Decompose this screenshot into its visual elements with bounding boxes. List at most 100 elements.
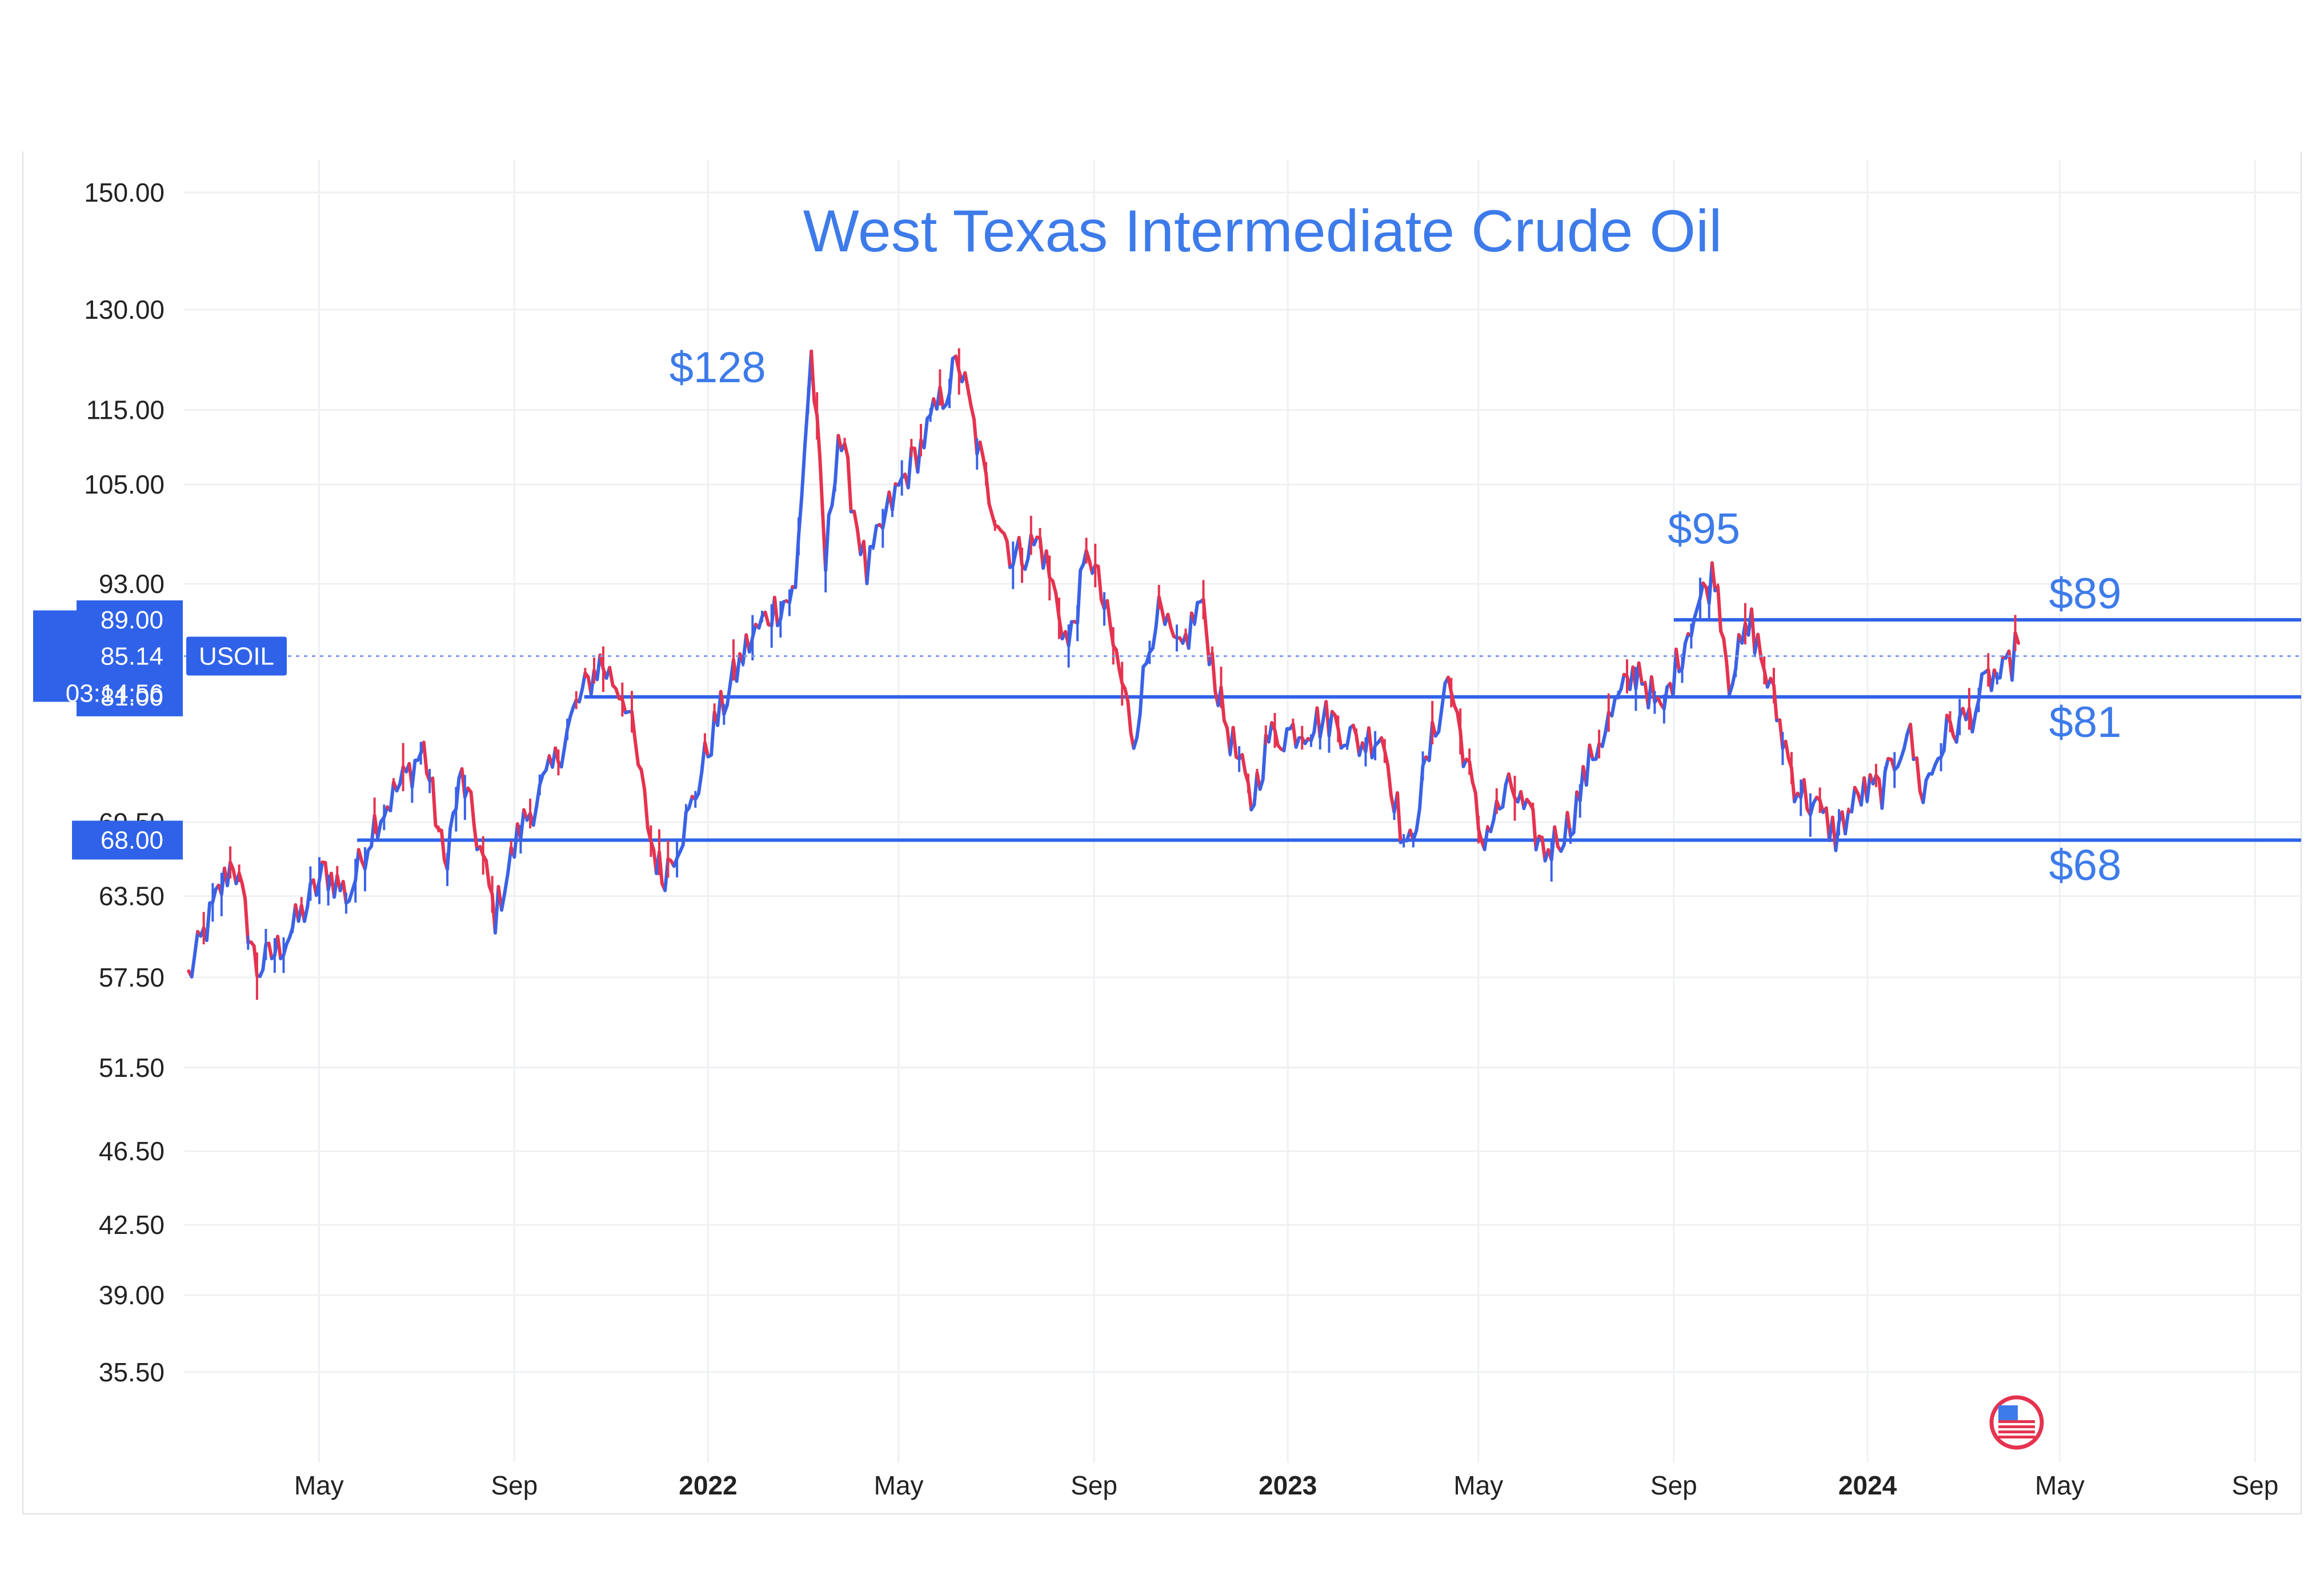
x-tick-label: Sep — [1071, 1470, 1117, 1500]
price-segment — [1489, 818, 1496, 833]
price-segment — [243, 896, 250, 944]
price-segment — [1756, 632, 1763, 661]
price-segment — [1204, 630, 1211, 667]
price-segment — [1386, 764, 1393, 798]
x-tick-label: May — [294, 1470, 344, 1500]
price-segment — [448, 811, 455, 831]
price-segment — [922, 416, 929, 450]
price-segment — [1135, 712, 1142, 740]
price-segment — [1282, 727, 1289, 753]
flag-stripe — [1998, 1420, 2035, 1423]
y-tick-label: 130.00 — [84, 295, 165, 324]
price-badge-tab — [33, 610, 79, 702]
price-segment — [1942, 714, 1949, 752]
symbol-badge — [186, 636, 287, 676]
price-segment — [1865, 773, 1872, 803]
price-segment — [356, 848, 364, 863]
price-segment — [1440, 682, 1447, 710]
price-segment — [1166, 612, 1173, 630]
x-tick-label: 2022 — [679, 1470, 737, 1500]
y-tick-label: 93.00 — [99, 569, 165, 599]
price-segment — [1482, 825, 1489, 851]
chart-title: West Texas Intermediate Crude Oil — [803, 198, 1722, 265]
price-segment — [1151, 625, 1158, 650]
price-segment — [1192, 600, 1200, 625]
price-segment — [1501, 783, 1508, 809]
price-segment — [1396, 791, 1403, 844]
price-segment — [1240, 753, 1247, 775]
y-axis: 150.00130.00115.00105.0093.0069.5063.505… — [84, 178, 165, 1387]
price-segment — [1802, 778, 1809, 811]
price-segment — [1722, 636, 1729, 663]
price-segment — [1784, 739, 1790, 760]
price-segment — [1600, 730, 1608, 748]
price-segment — [810, 349, 816, 403]
x-axis: May Sep 2022 May Sep 2023 May Sep 2024 May Sep — [294, 1470, 2278, 1500]
price-range-badge — [77, 600, 183, 716]
price-segment — [1692, 607, 1699, 621]
y-tick-label: 46.50 — [99, 1136, 165, 1166]
price-segment — [439, 828, 446, 862]
price-segment — [969, 404, 976, 421]
y-tick-label: 35.50 — [99, 1357, 165, 1387]
price-segment — [1096, 564, 1103, 602]
flag-stripe — [1998, 1436, 2035, 1438]
price-segment — [1023, 556, 1030, 571]
price-segment — [484, 859, 491, 888]
price-segment — [772, 595, 780, 628]
x-tick-label: May — [1453, 1470, 1503, 1500]
price-segment — [302, 905, 310, 923]
x-tick-label: 2023 — [1259, 1470, 1317, 1500]
price-segment — [193, 929, 200, 957]
peak-annotation: $128 — [670, 343, 766, 392]
y-tick-label: 51.50 — [99, 1053, 165, 1083]
current-price-marker: USOIL — [184, 636, 2301, 676]
price-segment — [388, 780, 395, 813]
chart-frame — [22, 151, 2302, 1515]
x-tick-label: Sep — [491, 1470, 538, 1500]
price-segment — [1750, 607, 1757, 655]
x-tick-label: Sep — [2231, 1470, 2278, 1500]
price-segment — [1588, 743, 1595, 762]
price-segment — [1674, 647, 1681, 674]
price-segment — [818, 456, 825, 517]
price-segment — [1415, 807, 1421, 832]
price-segment — [687, 795, 694, 810]
grid-lines — [184, 160, 2301, 1462]
price-segment — [1844, 808, 1850, 836]
price-segment — [1534, 834, 1541, 852]
price-segment — [559, 747, 566, 769]
price-segment — [1899, 747, 1906, 760]
price-segment — [1725, 659, 1732, 697]
price-segment — [852, 510, 859, 531]
x-tick-label: May — [2035, 1470, 2085, 1500]
price-segment — [1909, 723, 1916, 762]
price-segment — [347, 889, 354, 903]
price-segment — [1132, 736, 1139, 750]
price-segment — [1231, 726, 1238, 759]
price-segment — [1728, 682, 1734, 697]
price-segment — [735, 652, 742, 683]
x-tick-label: Sep — [1650, 1470, 1697, 1500]
price-segment — [1187, 611, 1193, 650]
price-segment — [725, 682, 732, 707]
price-segment — [978, 440, 985, 459]
y-tick-label: 105.00 — [84, 470, 165, 499]
price-segment — [1970, 711, 1978, 734]
price-segment — [1114, 648, 1121, 671]
price-segment — [1138, 665, 1145, 716]
price-segment — [1367, 726, 1374, 760]
price-segment — [1584, 743, 1592, 787]
price-segment — [1123, 687, 1130, 704]
peak-annotation: $95 — [1668, 504, 1740, 553]
x-tick-label: May — [874, 1470, 924, 1500]
price-segment — [1880, 770, 1887, 810]
price-segment — [1005, 539, 1012, 570]
us-flag-icon[interactable] — [1989, 1395, 2044, 1450]
price-segment — [1126, 700, 1133, 735]
price-segment — [422, 740, 428, 775]
price-segment — [633, 738, 640, 767]
price-segment — [865, 545, 872, 586]
price-segment — [1921, 778, 1928, 804]
